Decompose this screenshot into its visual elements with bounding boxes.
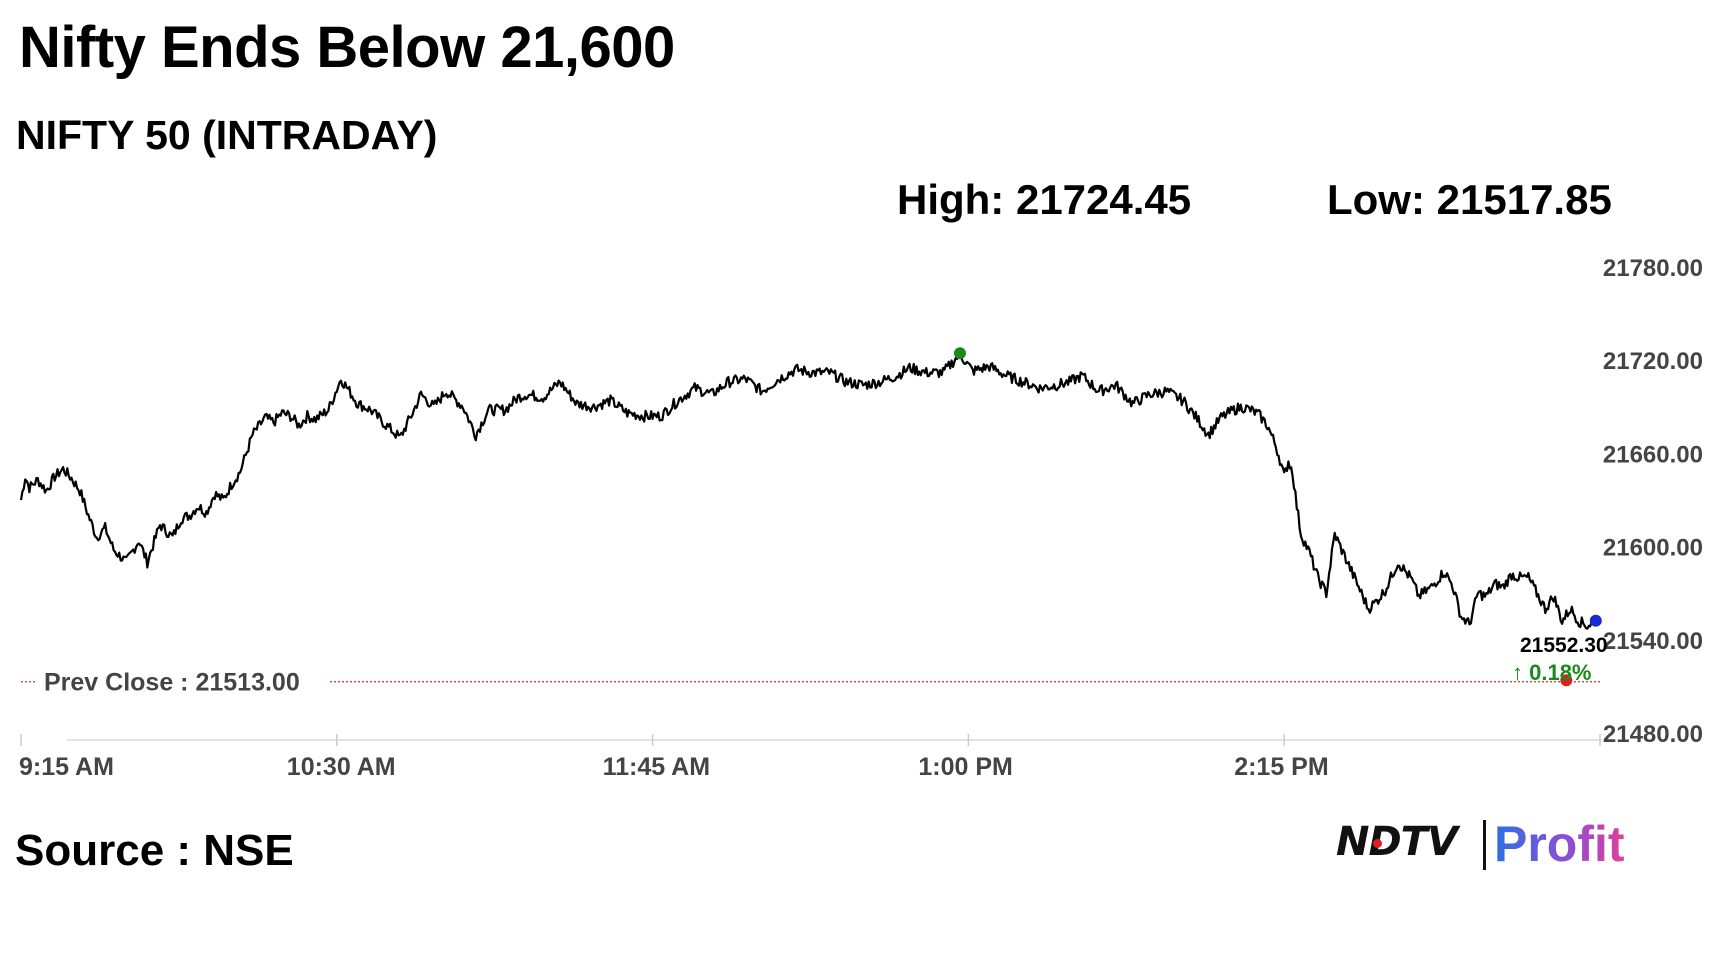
last-price-label: 21552.30: [1520, 634, 1608, 657]
logo-brand-text: NDTV: [1336, 819, 1458, 865]
day-low-label: Low: 21517.85: [1327, 176, 1612, 223]
ndtv-profit-logo: NDTV Profit: [1336, 815, 1636, 875]
y-tick-label: 21540.00: [1603, 628, 1703, 655]
x-tick-label: 2:15 PM: [1234, 753, 1328, 781]
y-tick-label: 21660.00: [1603, 441, 1703, 468]
prev-close-label: Prev Close : 21513.00: [44, 669, 300, 697]
logo-divider: [1483, 820, 1486, 870]
day-high-label: High: 21724.45: [897, 176, 1192, 223]
day-low-marker: [1560, 674, 1573, 687]
x-tick-label: 11:45 AM: [603, 753, 710, 781]
x-tick-label: 9:15 AM: [19, 753, 114, 781]
price-series-line: [19, 350, 1601, 630]
day-high-marker: [953, 347, 966, 360]
source-note: Source : NSE: [15, 826, 294, 875]
x-tick-label: 10:30 AM: [287, 753, 396, 781]
y-tick-label: 21600.00: [1603, 535, 1703, 562]
logo-product-text: Profit: [1494, 816, 1625, 872]
logo-dot-icon: [1373, 839, 1382, 848]
chart-title: Nifty Ends Below 21,600: [19, 15, 675, 80]
change-percent-label: ↑ 0.18%: [1512, 660, 1592, 685]
chart-subtitle: NIFTY 50 (INTRADAY): [16, 112, 438, 158]
x-tick-label: 1:00 PM: [918, 753, 1012, 781]
y-tick-label: 21480.00: [1603, 721, 1703, 748]
last-price-marker: [1589, 614, 1602, 627]
y-tick-label: 21780.00: [1603, 255, 1703, 282]
y-tick-label: 21720.00: [1603, 348, 1703, 375]
